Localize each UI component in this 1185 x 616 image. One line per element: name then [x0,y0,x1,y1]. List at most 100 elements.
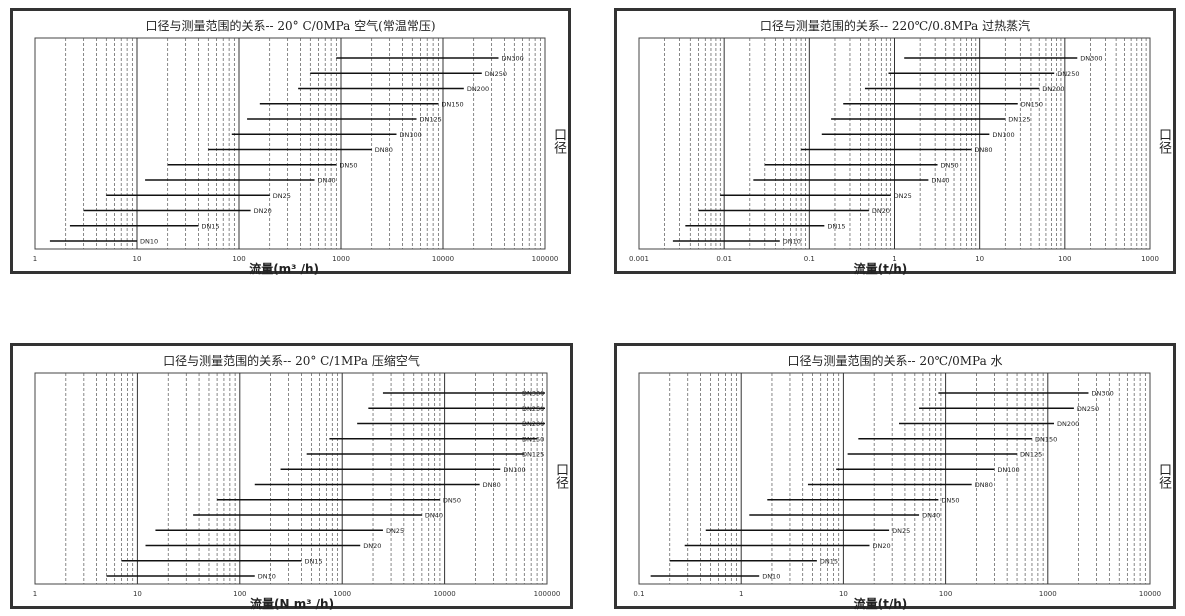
range-label: DN80 [483,481,501,489]
range-label: DN50 [443,496,461,504]
range-label: DN200 [522,420,544,428]
y-axis-label: 口径 [553,462,568,489]
range-label: DN10 [140,238,158,246]
y-axis-label: 口径 [1156,462,1171,489]
range-label: DN250 [1057,70,1079,78]
chart-title: 口径与测量范围的关系-- 220℃/0.8MPa 过热蒸汽 [759,19,1031,33]
range-label: DN10 [783,238,801,246]
range-label: DN20 [872,207,890,215]
x-tick-label: 1 [33,590,37,598]
x-tick-label: 10000 [433,590,455,598]
range-label: DN50 [941,496,959,504]
chart-svg: 1 10 100 1000 10000 100000 DN300 DN250 DN200 DN15… [33,372,561,598]
x-tick-label: 1000 [1141,255,1159,263]
chart-title: 口径与测量范围的关系-- 20° C/0MPa 空气(常温常压) [145,19,436,33]
chart-title: 口径与测量范围的关系-- 20℃/0MPa 水 [787,354,1003,368]
range-label: DN125 [420,116,442,124]
x-tick-label: 1 [739,590,743,598]
x-tick-label: 0.01 [716,255,732,263]
range-label: DN300 [501,55,523,63]
plot-area [34,372,548,585]
range-label: DN150 [1035,435,1057,443]
x-tick-label: 10000 [1139,590,1161,598]
range-label: DN200 [467,85,489,93]
x-tick-label: 10 [839,590,848,598]
range-label: DN125 [522,451,544,459]
chart-panel-water: 口径与测量范围的关系-- 20℃/0MPa 水 0.1 1 10 100 1000 1000… [614,343,1176,611]
range-label: DN80 [375,146,393,154]
range-label: DN50 [941,161,959,169]
range-label: DN40 [922,512,940,520]
range-label: DN300 [522,390,544,398]
range-label: DN15 [827,222,845,230]
range-label: DN250 [485,70,507,78]
range-label: DN150 [522,435,544,443]
range-label: DN150 [1021,100,1043,108]
range-label: DN300 [1080,55,1102,63]
x-tick-label: 100 [1058,255,1071,263]
chart-panel-air: 口径与测量范围的关系-- 20° C/0MPa 空气(常温常压) 1 10 100 10… [10,8,571,276]
x-axis-label: 流量(t/h) [853,262,908,276]
range-label: DN125 [1020,451,1042,459]
chart-svg: 1 10 100 1000 10000 100000 DN300 DN250 DN200 DN15… [33,37,559,263]
x-tick-label: 10 [133,590,142,598]
x-axis-label: 流量(m³ /h) [249,262,320,276]
x-tick-label: 1 [892,255,896,263]
range-label: DN80 [974,146,992,154]
x-axis-label: 流量(t/h) [853,597,908,611]
range-label: DN150 [441,100,463,108]
range-label: DN15 [201,222,219,230]
range-label: DN10 [258,573,276,581]
x-tick-label: 0.1 [804,255,815,263]
range-label: DN10 [762,573,780,581]
range-label: DN40 [318,177,336,185]
x-tick-label: 100 [232,255,245,263]
x-tick-label: 10 [975,255,984,263]
x-tick-label: 1000 [332,255,350,263]
x-tick-label: 10 [133,255,142,263]
range-label: DN100 [399,131,421,139]
range-label: DN15 [304,557,322,565]
range-label: DN25 [892,527,910,535]
range-label: DN50 [339,161,357,169]
chart-title: 口径与测量范围的关系-- 20° C/1MPa 压缩空气 [163,354,420,368]
range-label: DN100 [992,131,1014,139]
x-tick-label: 0.1 [633,590,644,598]
x-tick-label: 100000 [532,255,559,263]
x-tick-label: 100 [233,590,246,598]
y-axis-label: 口径 [551,127,566,154]
range-label: DN25 [273,192,291,200]
plot-area [34,37,546,250]
chart-panel-compressed-air: 口径与测量范围的关系-- 20° C/1MPa 压缩空气 1 10 100 1000 10… [10,343,573,611]
x-tick-label: 100 [939,590,952,598]
range-label: DN25 [894,192,912,200]
x-tick-label: 1000 [333,590,351,598]
range-label: DN40 [931,177,949,185]
range-label: DN250 [1077,405,1099,413]
range-label: DN20 [254,207,272,215]
y-axis-label: 口径 [1156,127,1171,154]
x-tick-label: 10000 [432,255,454,263]
chart-panel-steam: 口径与测量范围的关系-- 220℃/0.8MPa 过热蒸汽 0.001 0.01 0.… [614,8,1176,276]
range-label: DN20 [363,542,381,550]
range-label: DN125 [1008,116,1030,124]
range-label: DN20 [872,542,890,550]
x-tick-label: 100000 [534,590,561,598]
range-label: DN100 [503,466,525,474]
range-label: DN300 [1091,390,1113,398]
range-label: DN100 [997,466,1019,474]
plot-area [638,372,1151,585]
range-label: DN80 [975,481,993,489]
range-label: DN40 [425,512,443,520]
x-tick-label: 1000 [1039,590,1057,598]
range-label: DN25 [386,527,404,535]
range-label: DN200 [1057,420,1079,428]
range-label: DN200 [1042,85,1064,93]
range-label: DN15 [820,557,838,565]
x-tick-label: 0.001 [629,255,649,263]
x-axis-label: 流量(N m³ /h) [250,597,335,611]
range-label: DN250 [522,405,544,413]
x-tick-label: 1 [33,255,37,263]
